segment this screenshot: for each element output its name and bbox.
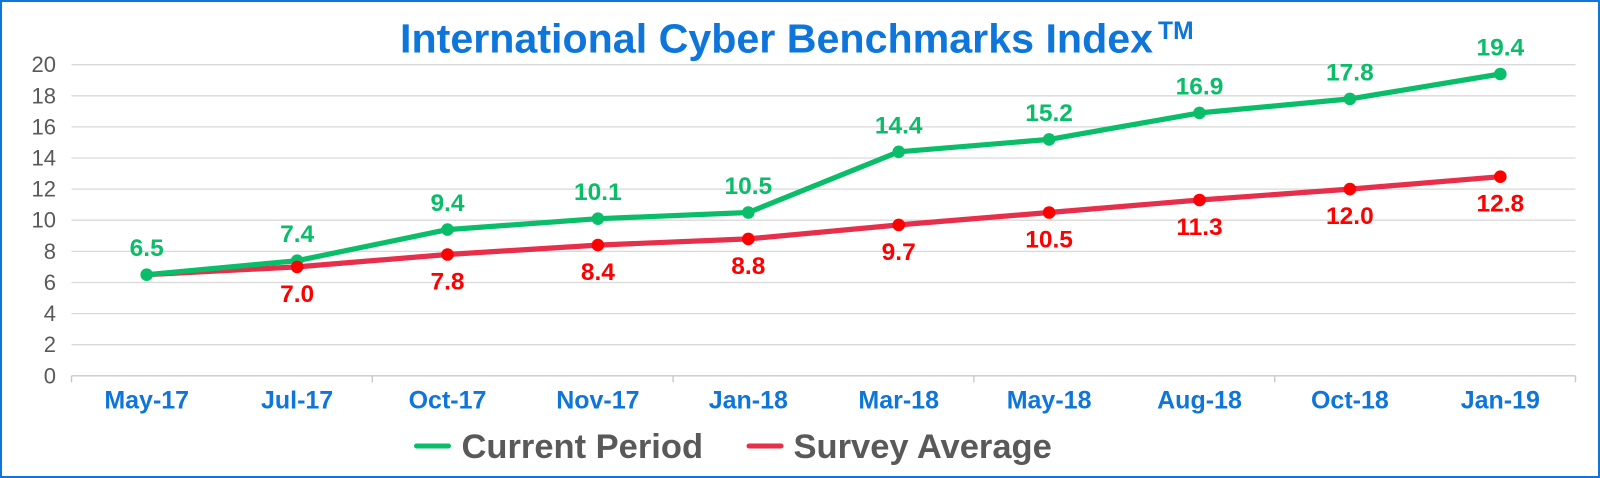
svg-text:10.1: 10.1 [574, 179, 622, 206]
svg-text:12.0: 12.0 [1326, 203, 1374, 230]
svg-text:Jul-17: Jul-17 [261, 387, 333, 415]
svg-text:7.4: 7.4 [280, 221, 314, 248]
svg-text:May-18: May-18 [1007, 387, 1092, 415]
svg-text:20: 20 [32, 52, 56, 77]
svg-text:11.3: 11.3 [1176, 214, 1222, 241]
svg-text:International Cyber Benchmarks: International Cyber Benchmarks Index TM [400, 15, 1194, 61]
svg-text:10: 10 [32, 208, 56, 233]
svg-text:4: 4 [44, 301, 56, 326]
svg-text:Jan-19: Jan-19 [1461, 387, 1540, 415]
svg-text:10.5: 10.5 [1025, 227, 1073, 254]
svg-text:8: 8 [44, 239, 56, 264]
svg-text:Jan-18: Jan-18 [709, 387, 788, 415]
svg-text:Oct-17: Oct-17 [409, 387, 487, 415]
svg-text:8.4: 8.4 [581, 259, 615, 286]
svg-text:Mar-18: Mar-18 [858, 387, 939, 415]
svg-text:16.9: 16.9 [1176, 73, 1224, 100]
svg-text:12: 12 [32, 177, 56, 202]
svg-text:17.8: 17.8 [1326, 59, 1374, 86]
svg-text:Survey Average: Survey Average [794, 428, 1052, 466]
svg-text:19.4: 19.4 [1476, 35, 1524, 62]
svg-text:7.0: 7.0 [280, 281, 314, 308]
svg-text:14: 14 [32, 146, 56, 171]
svg-text:6.5: 6.5 [130, 235, 164, 262]
svg-text:May-17: May-17 [104, 387, 189, 415]
svg-text:Aug-18: Aug-18 [1157, 387, 1242, 415]
svg-text:Nov-17: Nov-17 [556, 387, 639, 415]
svg-text:2: 2 [44, 332, 56, 357]
svg-text:18: 18 [32, 83, 56, 108]
svg-text:8.8: 8.8 [731, 253, 765, 280]
svg-text:14.4: 14.4 [875, 112, 923, 139]
svg-text:9.7: 9.7 [882, 239, 916, 266]
svg-text:6: 6 [44, 270, 56, 295]
svg-text:12.8: 12.8 [1476, 191, 1524, 218]
svg-text:16: 16 [32, 114, 56, 139]
svg-text:10.5: 10.5 [724, 173, 772, 200]
svg-text:9.4: 9.4 [430, 190, 464, 217]
svg-text:Oct-18: Oct-18 [1311, 387, 1389, 415]
svg-text:15.2: 15.2 [1025, 100, 1073, 127]
svg-text:7.8: 7.8 [430, 269, 464, 296]
svg-text:Current Period: Current Period [462, 428, 704, 466]
svg-text:0: 0 [44, 363, 56, 388]
